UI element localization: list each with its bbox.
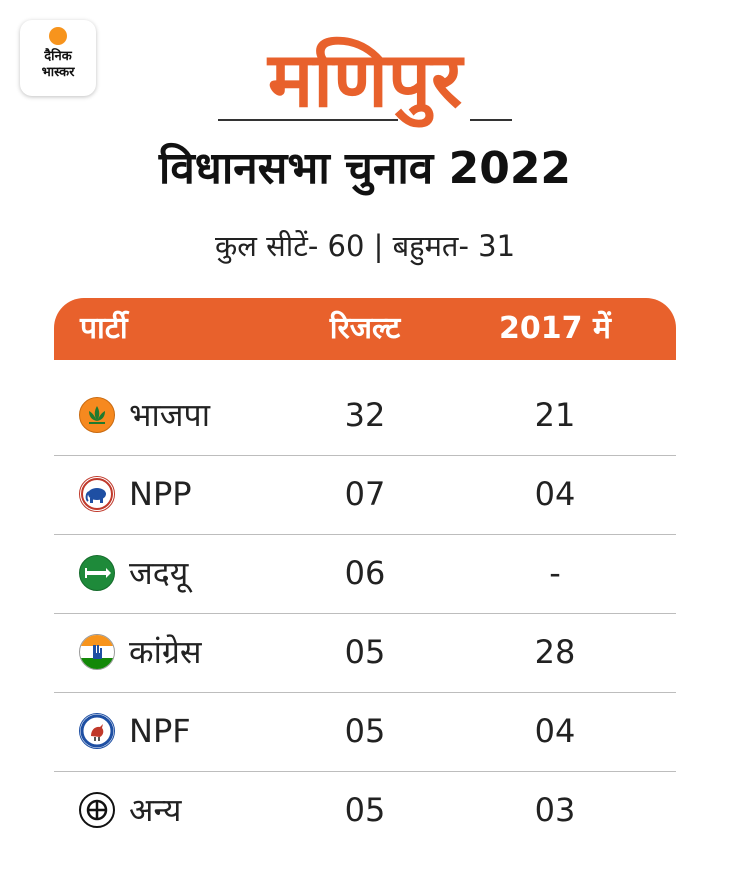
header-2017: 2017 में <box>499 311 611 346</box>
party-name: अन्य <box>129 791 182 829</box>
others-ballot-icon <box>79 792 115 828</box>
party-name: जदयू <box>129 554 189 592</box>
header-party: पार्टी <box>80 311 128 346</box>
prev-value: 28 <box>534 633 576 671</box>
brand-line-2: भास्कर <box>41 65 75 80</box>
table-row: NPF 05 04 <box>54 692 676 772</box>
prev-value: 21 <box>534 396 576 434</box>
party-name: NPP <box>129 475 192 513</box>
sun-icon <box>49 27 67 45</box>
party-name: NPF <box>129 712 191 750</box>
table-row: NPP 07 04 <box>54 455 676 535</box>
congress-hand-icon <box>79 634 115 670</box>
prev-value: 04 <box>534 712 576 750</box>
bjp-lotus-icon <box>79 397 115 433</box>
result-value: 05 <box>344 791 386 829</box>
seat-info: कुल सीटें- 60 | बहुमत- 31 <box>214 229 516 263</box>
table-row: अन्य 05 03 <box>54 771 676 850</box>
title-rule-left <box>218 119 398 121</box>
result-value: 06 <box>344 554 386 592</box>
prev-value: 03 <box>534 791 576 829</box>
result-value: 05 <box>344 712 386 750</box>
prev-value: 04 <box>534 475 576 513</box>
table-row: कांग्रेस 05 28 <box>54 613 676 693</box>
page-subtitle: विधानसभा चुनाव 2022 <box>158 143 572 194</box>
party-name: भाजपा <box>129 396 210 434</box>
party-name: कांग्रेस <box>129 633 202 671</box>
brand-logo: दैनिक भास्कर <box>20 20 96 96</box>
header-result: रिजल्ट <box>329 311 401 346</box>
npf-rooster-icon <box>79 713 115 749</box>
brand-line-1: दैनिक <box>44 49 72 64</box>
result-value: 32 <box>344 396 386 434</box>
prev-value: - <box>549 554 561 592</box>
table-row: जदयू 06 - <box>54 534 676 614</box>
table-row: भाजपा 32 21 <box>54 376 676 456</box>
page-title: मणिपुर <box>267 35 463 124</box>
title-rule-right <box>470 119 512 121</box>
table-header: पार्टी रिजल्ट 2017 में <box>54 298 676 360</box>
result-value: 07 <box>344 475 386 513</box>
jdu-arrow-icon <box>79 555 115 591</box>
npp-elephant-icon <box>79 476 115 512</box>
result-value: 05 <box>344 633 386 671</box>
